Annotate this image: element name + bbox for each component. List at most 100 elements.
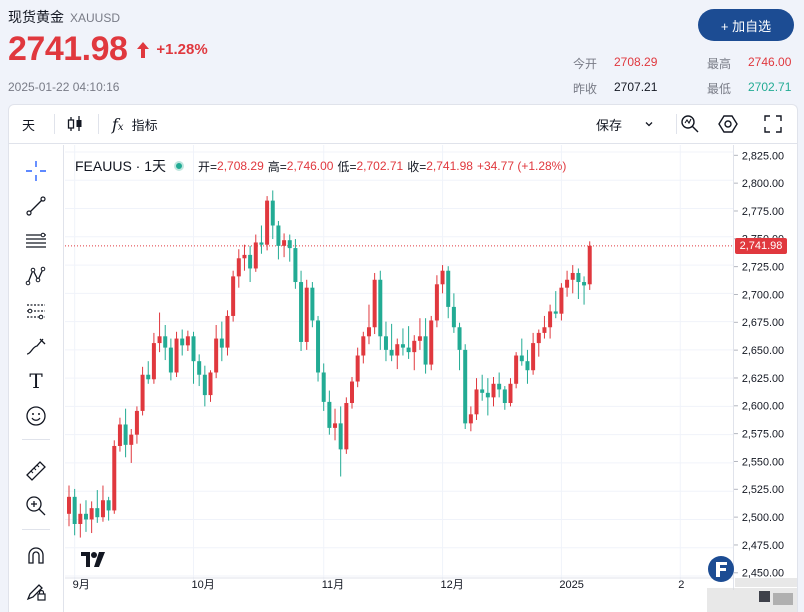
price-axis[interactable]: 2,450.00 2,475.00 2,500.00 2,525.00 2,550.00… (733, 145, 798, 590)
candle[interactable] (157, 312, 162, 353)
candle[interactable] (497, 372, 502, 398)
candle[interactable] (355, 347, 360, 388)
emoji-icon[interactable] (22, 402, 50, 430)
save-button[interactable]: 保存 (596, 104, 654, 144)
candle[interactable] (406, 326, 411, 359)
candle[interactable] (434, 275, 439, 328)
candle[interactable] (117, 417, 122, 452)
candle[interactable] (582, 276, 587, 305)
candle[interactable] (463, 344, 468, 430)
candle[interactable] (378, 270, 383, 350)
candle[interactable] (400, 328, 405, 356)
candle[interactable] (202, 365, 207, 407)
tradingview-logo-icon[interactable] (80, 549, 110, 569)
candle[interactable] (231, 270, 236, 322)
candle[interactable] (525, 349, 530, 384)
candle[interactable] (514, 352, 519, 389)
candle[interactable] (531, 332, 536, 375)
lock-pen-icon[interactable] (22, 577, 50, 605)
text-icon[interactable]: T (29, 369, 43, 393)
candle[interactable] (287, 234, 292, 262)
ruler-icon[interactable] (22, 457, 50, 485)
candle[interactable] (168, 338, 173, 381)
candle[interactable] (219, 321, 224, 362)
candlestick-chart[interactable]: 9月 10月 11月 12月 2025 2 (65, 145, 733, 590)
candle-type-icon[interactable] (66, 104, 84, 144)
candle[interactable] (491, 377, 496, 407)
candle[interactable] (519, 338, 524, 366)
candle[interactable] (587, 241, 592, 290)
candle[interactable] (480, 374, 485, 401)
candle[interactable] (412, 335, 417, 371)
fullscreen-icon[interactable] (764, 104, 782, 144)
candle[interactable] (508, 378, 513, 407)
candle[interactable] (576, 268, 581, 299)
candle[interactable] (350, 377, 354, 409)
candle[interactable] (316, 315, 321, 382)
candle[interactable] (536, 329, 541, 357)
indicators-button[interactable]: fx 指标 (112, 104, 158, 144)
candle[interactable] (259, 225, 264, 254)
candle[interactable] (174, 331, 179, 378)
candle[interactable] (457, 322, 462, 371)
candle[interactable] (236, 249, 241, 288)
candle[interactable] (366, 304, 371, 345)
candle[interactable] (485, 378, 490, 416)
candle[interactable] (253, 234, 258, 272)
interval-button[interactable]: 天 (22, 117, 36, 133)
candle[interactable] (417, 318, 422, 350)
candle[interactable] (146, 361, 151, 384)
candle[interactable] (383, 321, 388, 362)
candle[interactable] (344, 397, 349, 454)
candle[interactable] (242, 244, 247, 271)
crosshair-icon[interactable] (22, 157, 50, 185)
forecast-icon[interactable] (22, 297, 50, 325)
candle[interactable] (67, 485, 71, 527)
candle[interactable] (304, 279, 309, 350)
candle[interactable] (429, 315, 434, 371)
candle[interactable] (180, 329, 185, 356)
candle[interactable] (389, 323, 394, 362)
candle[interactable] (151, 332, 156, 384)
candle[interactable] (468, 406, 473, 432)
magnet-icon[interactable] (22, 542, 50, 570)
candle[interactable] (423, 318, 428, 374)
candle[interactable] (310, 282, 315, 328)
candle[interactable] (276, 220, 281, 260)
candle[interactable] (542, 315, 547, 339)
trend-line-icon[interactable] (22, 192, 50, 220)
candle[interactable] (123, 408, 128, 458)
candle[interactable] (446, 266, 451, 319)
candle[interactable] (338, 406, 343, 477)
add-watchlist-button[interactable]: + 加自选 (698, 9, 794, 41)
candle[interactable] (208, 370, 213, 402)
candle[interactable] (440, 265, 445, 294)
pattern-icon[interactable] (22, 262, 50, 290)
candle[interactable] (553, 291, 558, 319)
candle[interactable] (282, 233, 287, 258)
candle[interactable] (559, 283, 564, 321)
candle[interactable] (248, 245, 253, 283)
quick-search-icon[interactable] (680, 104, 700, 144)
candle[interactable] (214, 324, 219, 379)
candle[interactable] (502, 386, 507, 410)
candle[interactable] (140, 366, 145, 416)
candle[interactable] (100, 485, 105, 522)
candle[interactable] (570, 265, 575, 294)
candle[interactable] (95, 490, 100, 523)
candle[interactable] (185, 330, 190, 351)
candle[interactable] (106, 496, 111, 521)
candle[interactable] (321, 363, 326, 411)
candle[interactable] (270, 190, 275, 240)
candle[interactable] (333, 408, 338, 441)
brush-icon[interactable] (22, 332, 50, 360)
candle[interactable] (293, 239, 298, 289)
candle[interactable] (474, 378, 479, 420)
settings-icon[interactable] (718, 104, 738, 144)
candle[interactable] (327, 390, 332, 435)
candle[interactable] (112, 440, 117, 514)
candle[interactable] (372, 272, 377, 335)
candle[interactable] (78, 503, 83, 538)
legend-symbol[interactable]: FEAUUS · 1天 (75, 158, 167, 174)
candle[interactable] (191, 331, 196, 384)
